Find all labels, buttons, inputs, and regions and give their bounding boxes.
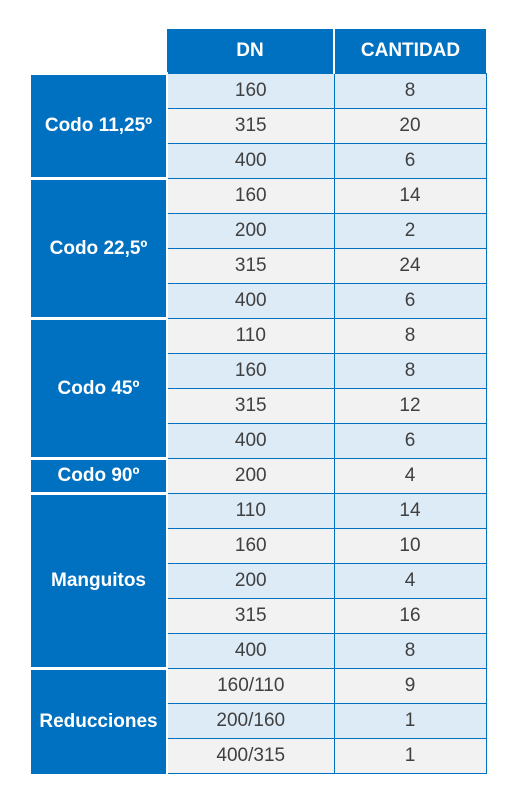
table-row: 315 16 — [31, 598, 487, 634]
table-row: Codo 45º 110 8 — [31, 317, 487, 459]
quantity-cell: 8 — [333, 353, 487, 389]
dn-cell: 160 — [166, 73, 335, 109]
table-row: Codo 11,25º 160 8 — [31, 72, 487, 179]
dn-cell: 315 — [166, 388, 335, 424]
table-row: 160 8 — [31, 353, 487, 389]
dn-cell: 400 — [166, 143, 335, 179]
category-cell: Codo 11,25º — [31, 72, 168, 179]
dn-cell: 400/315 — [166, 738, 335, 774]
table-row: 315 12 — [31, 388, 487, 424]
dn-cell: 160 — [166, 528, 335, 564]
quantity-cell: 14 — [333, 178, 487, 214]
dn-cell: 110 — [166, 318, 335, 354]
dn-cell: 315 — [166, 248, 335, 284]
dn-cell: 315 — [166, 598, 335, 634]
quantity-cell: 4 — [333, 458, 487, 494]
blank-corner-cell — [31, 29, 167, 74]
table-row: 400 6 — [31, 143, 487, 179]
dn-cell: 315 — [166, 108, 335, 144]
table-row: 200 2 — [31, 213, 487, 249]
fittings-table: DN CANTIDAD Codo 11,25º 160 8 315 20 400 6 Codo… — [31, 29, 487, 774]
table-row: 160 10 — [31, 528, 487, 564]
dn-cell: 160 — [166, 178, 335, 214]
quantity-cell: 8 — [333, 318, 487, 354]
quantity-cell: 6 — [333, 143, 487, 179]
quantity-cell: 10 — [333, 528, 487, 564]
table-row: 400 6 — [31, 283, 487, 319]
quantity-cell: 6 — [333, 283, 487, 319]
dn-cell: 160/110 — [166, 668, 335, 704]
quantity-cell: 1 — [333, 703, 487, 739]
quantity-cell: 24 — [333, 248, 487, 284]
quantity-cell: 1 — [333, 738, 487, 774]
quantity-cell: 8 — [333, 73, 487, 109]
table-row: 400 8 — [31, 633, 487, 669]
category-cell: Codo 22,5º — [31, 177, 168, 319]
category-cell: Reducciones — [31, 667, 168, 774]
header-row: DN CANTIDAD — [31, 29, 486, 74]
quantity-cell: 12 — [333, 388, 487, 424]
category-cell: Manguitos — [31, 492, 168, 669]
table-body: Codo 11,25º 160 8 315 20 400 6 Codo 22,5º 160 14 2… — [31, 72, 487, 774]
dn-cell: 400 — [166, 633, 335, 669]
quantity-cell: 8 — [333, 633, 487, 669]
quantity-cell: 20 — [333, 108, 487, 144]
table-row: 200 4 — [31, 563, 487, 599]
quantity-column-header: CANTIDAD — [334, 29, 486, 74]
dn-column-header: DN — [167, 29, 335, 74]
table-row: 315 20 — [31, 108, 487, 144]
table-row: 315 24 — [31, 248, 487, 284]
quantity-cell: 14 — [333, 493, 487, 529]
category-cell: Codo 90º — [31, 457, 168, 494]
table-row: 200/160 1 — [31, 703, 487, 739]
table-row: 400 6 — [31, 423, 487, 459]
quantity-cell: 16 — [333, 598, 487, 634]
table-row: Reducciones 160/110 9 — [31, 667, 487, 774]
quantity-cell: 9 — [333, 668, 487, 704]
quantity-cell: 6 — [333, 423, 487, 459]
table-row: Codo 90º 200 4 — [31, 457, 487, 494]
table-row: Manguitos 110 14 — [31, 492, 487, 669]
quantity-cell: 2 — [333, 213, 487, 249]
dn-cell: 110 — [166, 493, 335, 529]
dn-cell: 400 — [166, 283, 335, 319]
category-cell: Codo 45º — [31, 317, 168, 459]
dn-cell: 200 — [166, 563, 335, 599]
dn-cell: 200 — [166, 213, 335, 249]
dn-cell: 160 — [166, 353, 335, 389]
quantity-cell: 4 — [333, 563, 487, 599]
table-row: 400/315 1 — [31, 738, 487, 774]
dn-cell: 200 — [166, 458, 335, 494]
table-row: Codo 22,5º 160 14 — [31, 177, 487, 319]
dn-cell: 200/160 — [166, 703, 335, 739]
dn-cell: 400 — [166, 423, 335, 459]
